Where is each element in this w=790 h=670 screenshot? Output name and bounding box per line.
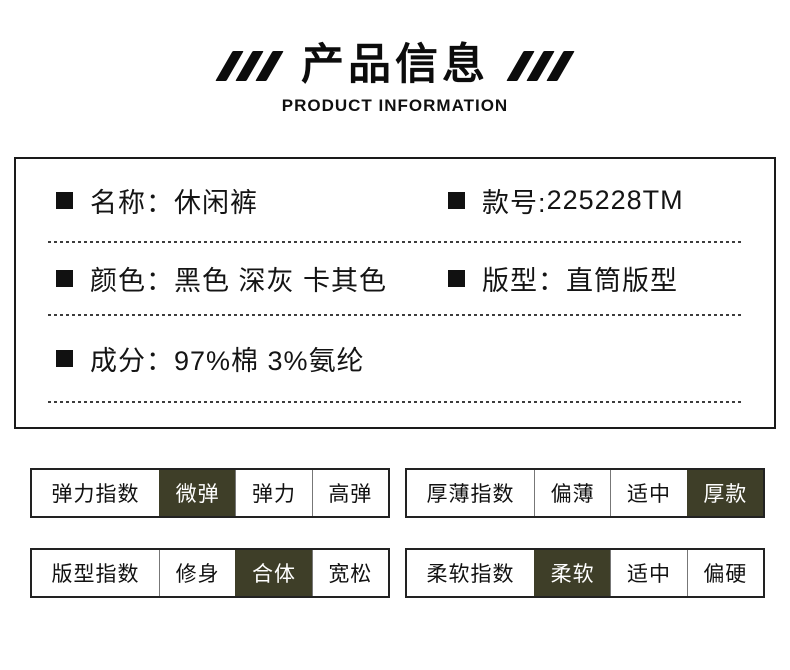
index-table-elasticity: 弹力指数 微弹 弹力 高弹 [30, 468, 390, 518]
index-table-thickness: 厚薄指数 偏薄 适中 厚款 [405, 468, 765, 518]
dashed-divider [48, 314, 742, 316]
index-option: 弹力 [235, 470, 311, 516]
index-option: 合体 [235, 550, 312, 596]
index-option: 适中 [610, 470, 686, 516]
info-item-style-number: 款号: 225228TM [448, 181, 774, 220]
page-title: 产品信息 [301, 41, 489, 89]
index-option: 偏薄 [534, 470, 610, 516]
title-row: 产品信息 [0, 41, 790, 89]
index-option: 微弹 [159, 470, 236, 516]
index-option: 适中 [610, 550, 686, 596]
section-header: 产品信息 PRODUCT INFORMATION [0, 41, 790, 116]
field-label: 名称： [90, 187, 174, 218]
index-option: 高弹 [311, 470, 388, 516]
page-subtitle: PRODUCT INFORMATION [281, 96, 509, 116]
square-bullet-icon [448, 270, 466, 287]
index-tables-grid: 弹力指数 微弹 弹力 高弹 厚薄指数 偏薄 适中 厚款 版型指数 修身 合体 宽… [30, 468, 765, 598]
dashed-divider [48, 241, 742, 243]
info-row: 名称： 休闲裤 款号: 225228TM [16, 159, 774, 241]
field-label: 版型： [482, 266, 567, 296]
dashed-divider [48, 401, 742, 403]
field-value: 直筒版型 [566, 266, 679, 296]
square-bullet-icon [56, 270, 73, 287]
product-info-box: 名称： 休闲裤 款号: 225228TM 颜色： 黑色 深灰 卡其色 版型： 直筒版型 … [14, 157, 776, 429]
field-value: 黑色 深灰 卡其色 [174, 266, 388, 296]
index-option: 柔软 [534, 550, 611, 596]
field-label: 颜色： [90, 266, 174, 296]
triple-slash-icon [506, 50, 575, 81]
field-value: 休闲裤 [174, 187, 258, 218]
square-bullet-icon [56, 350, 73, 367]
info-item-fit: 版型： 直筒版型 [448, 259, 774, 298]
index-table-label: 柔软指数 [426, 563, 515, 586]
info-item-color: 颜色： 黑色 深灰 卡其色 [16, 259, 448, 298]
index-table-label: 版型指数 [51, 563, 140, 586]
index-table-label: 厚薄指数 [426, 483, 515, 506]
field-value: 225228TM [546, 184, 684, 215]
index-table-label: 弹力指数 [51, 483, 140, 506]
index-option: 宽松 [311, 550, 388, 596]
info-row: 颜色： 黑色 深灰 卡其色 版型： 直筒版型 [16, 243, 774, 314]
index-option: 修身 [159, 550, 235, 596]
field-value: 97%棉 3%氨纶 [174, 346, 365, 376]
square-bullet-icon [56, 191, 73, 209]
triple-slash-icon [215, 50, 284, 81]
index-table-fit: 版型指数 修身 合体 宽松 [30, 548, 390, 598]
index-table-softness: 柔软指数 柔软 适中 偏硬 [405, 548, 765, 598]
field-label: 成分： [90, 346, 174, 376]
index-option: 偏硬 [686, 550, 763, 596]
info-item-name: 名称： 休闲裤 [16, 181, 448, 220]
index-option: 厚款 [686, 470, 763, 516]
field-label: 款号: [482, 187, 547, 218]
square-bullet-icon [448, 191, 466, 209]
info-row: 成分： 97%棉 3%氨纶 [16, 316, 774, 401]
info-item-composition: 成分： 97%棉 3%氨纶 [16, 339, 448, 378]
